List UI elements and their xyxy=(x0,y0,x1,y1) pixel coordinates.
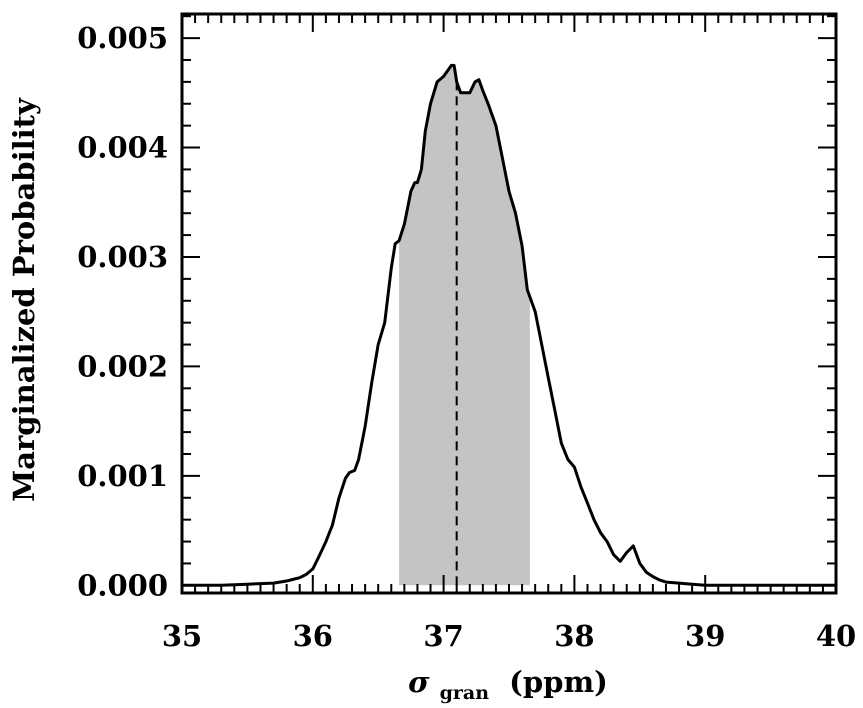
x-tick-label: 35 xyxy=(162,619,202,653)
y-tick-label: 0.004 xyxy=(77,131,168,165)
x-axis-subscript: gran xyxy=(440,682,490,704)
y-tick-label: 0.000 xyxy=(77,568,168,602)
y-axis-title: Marginalized Probability xyxy=(7,97,41,502)
x-tick-label: 36 xyxy=(293,619,333,653)
x-axis-unit: (ppm) xyxy=(509,665,608,699)
x-tick-label: 37 xyxy=(423,619,463,653)
y-tick-label: 0.002 xyxy=(77,349,168,383)
y-tick-label: 0.003 xyxy=(77,240,168,274)
x-axis-symbol: σ xyxy=(408,665,430,699)
credible-interval-shade xyxy=(399,65,530,586)
x-tick-label: 38 xyxy=(554,619,594,653)
x-tick-label: 39 xyxy=(685,619,725,653)
x-tick-label: 40 xyxy=(816,619,856,653)
probability-curve xyxy=(182,63,836,587)
x-axis-title: σ gran (ppm) xyxy=(408,665,608,706)
y-tick-label: 0.005 xyxy=(77,21,168,55)
plot-frame xyxy=(180,12,838,595)
y-tick-label: 0.001 xyxy=(77,459,168,493)
